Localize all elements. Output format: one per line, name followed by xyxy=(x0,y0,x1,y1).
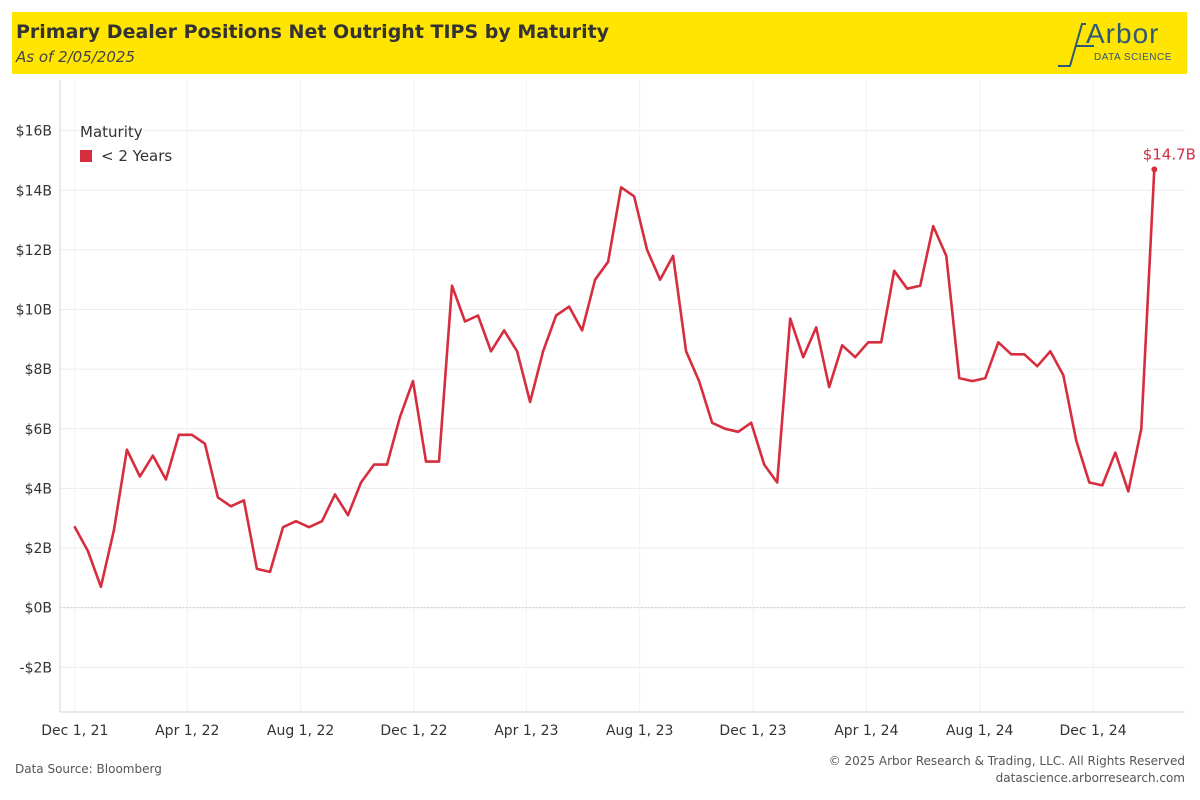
x-tick-label: Apr 1, 22 xyxy=(155,723,219,739)
line-chart: -$2B $0B $2B $4B $6B $8B $10B $12B $14B $16B Dec 1… xyxy=(16,80,1196,739)
x-tick-label: Aug 1, 22 xyxy=(267,723,334,739)
x-tick-label: Aug 1, 24 xyxy=(946,723,1014,739)
y-tick-label: $8B xyxy=(25,362,52,378)
y-tick-label: $6B xyxy=(25,422,52,438)
legend-title: Maturity xyxy=(80,123,143,141)
copyright-text: © 2025 Arbor Research & Trading, LLC. Al… xyxy=(828,754,1185,768)
y-tick-label: $2B xyxy=(25,541,52,557)
x-tick-label: Dec 1, 23 xyxy=(719,723,786,739)
legend-item[interactable]: < 2 Years xyxy=(80,144,172,167)
y-tick-label: $10B xyxy=(16,303,52,319)
chart-title: Primary Dealer Positions Net Outright TI… xyxy=(16,21,610,43)
y-tick-label: $0B xyxy=(25,601,52,617)
chart-subtitle: As of 2/05/2025 xyxy=(16,48,135,66)
y-tick-label: $16B xyxy=(16,124,52,140)
series-0-line xyxy=(73,168,1156,589)
footer-credits: © 2025 Arbor Research & Trading, LLC. Al… xyxy=(829,753,1185,787)
logo-subtitle: DATA SCIENCE xyxy=(1094,52,1172,63)
y-tick-label: $4B xyxy=(25,481,52,497)
legend-label: < 2 Years xyxy=(101,146,173,165)
logo-name: Arbor xyxy=(1086,18,1160,49)
x-tick-label: Aug 1, 23 xyxy=(606,723,673,739)
website-link[interactable]: datascience.arborresearch.com xyxy=(995,771,1185,785)
data-source: Data Source: Bloomberg xyxy=(15,762,162,776)
x-tick-label: Apr 1, 23 xyxy=(494,723,558,739)
y-tick-label: -$2B xyxy=(20,660,52,676)
chart-legend: Maturity < 2 Years xyxy=(80,123,172,167)
x-tick-label: Apr 1, 24 xyxy=(834,723,898,739)
series-0-end-point xyxy=(1151,166,1158,173)
series-0-end-label: $14.7B xyxy=(1143,145,1196,163)
arbor-logo-mark-icon xyxy=(1058,23,1094,67)
x-tick-label: Dec 1, 22 xyxy=(380,723,447,739)
x-tick-label: Dec 1, 21 xyxy=(41,723,108,739)
arbor-logo: Arbor DATA SCIENCE xyxy=(1056,18,1181,70)
y-tick-label: $12B xyxy=(16,243,52,259)
chart-header: Primary Dealer Positions Net Outright TI… xyxy=(12,12,1187,74)
x-tick-label: Dec 1, 24 xyxy=(1059,723,1126,739)
legend-swatch xyxy=(80,149,92,162)
y-tick-label: $14B xyxy=(16,183,52,199)
